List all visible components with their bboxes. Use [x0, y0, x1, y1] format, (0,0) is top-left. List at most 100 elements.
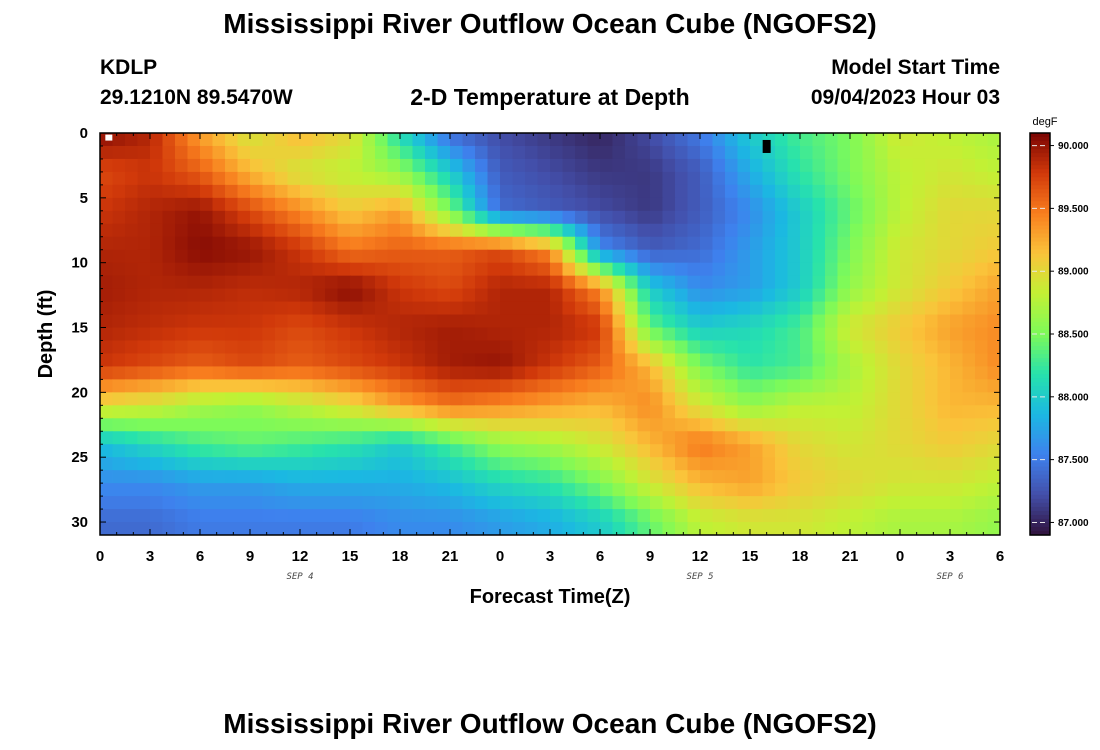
- heatmap-cell: [212, 483, 226, 497]
- colorbar-tick-label: 87.500: [1058, 455, 1089, 466]
- colorbar-segment: [1030, 197, 1050, 202]
- heatmap-cell: [775, 483, 789, 497]
- heatmap-cell: [887, 301, 901, 316]
- heatmap-cell: [787, 483, 801, 497]
- heatmap-cell: [587, 184, 601, 199]
- heatmap-cell: [800, 210, 814, 225]
- heatmap-cell: [375, 236, 389, 251]
- heatmap-cell: [487, 249, 501, 264]
- heatmap-cell: [350, 197, 364, 212]
- heatmap-cell: [150, 262, 164, 277]
- heatmap-cell: [787, 275, 801, 290]
- heatmap-cell: [125, 392, 139, 406]
- heatmap-cell: [137, 275, 151, 290]
- heatmap-cell: [100, 158, 114, 173]
- heatmap-cell: [400, 301, 414, 316]
- colorbar-segment: [1030, 382, 1050, 387]
- heatmap-cell: [287, 405, 301, 419]
- colorbar-segment: [1030, 257, 1050, 263]
- x-axis-ticks: 0 3 6 9 12 15 18 21 0 3 6 9 12 15 18 21 0 3 6: [96, 133, 1004, 565]
- heatmap-cell: [537, 431, 551, 445]
- heatmap-cell: [325, 197, 339, 212]
- heatmap-cell: [725, 496, 739, 510]
- heatmap-cell: [625, 249, 639, 264]
- heatmap-cell: [812, 288, 826, 303]
- heatmap-cell: [512, 522, 526, 535]
- heatmap-cell: [275, 496, 289, 510]
- heatmap-cell: [562, 288, 576, 303]
- heatmap-cell: [287, 275, 301, 290]
- heatmap-cell: [637, 340, 651, 355]
- heatmap-cell: [762, 262, 776, 277]
- heatmap-cell: [687, 405, 701, 419]
- heatmap-cell: [250, 327, 264, 342]
- heatmap-cell: [562, 405, 576, 419]
- heatmap-cell: [762, 392, 776, 406]
- heatmap-cell: [125, 145, 139, 160]
- heatmap-cell: [887, 184, 901, 199]
- heatmap-cell: [362, 431, 376, 445]
- heatmap-cell: [375, 145, 389, 160]
- heatmap-cell: [762, 158, 776, 173]
- heatmap-cell: [362, 262, 376, 277]
- heatmap-cell: [425, 418, 439, 432]
- heatmap-cell: [700, 522, 714, 535]
- colorbar-segment: [1030, 145, 1050, 150]
- heatmap-cell: [887, 405, 901, 419]
- heatmap-cell: [387, 262, 401, 277]
- heatmap-cell: [487, 353, 501, 368]
- heatmap-cell: [875, 133, 889, 147]
- heatmap-cell: [737, 223, 751, 238]
- heatmap-cell: [562, 249, 576, 264]
- heatmap-cell: [362, 470, 376, 484]
- heatmap-cell: [175, 366, 189, 380]
- heatmap-cell: [162, 340, 176, 355]
- heatmap-cell: [937, 405, 951, 419]
- heatmap-cell: [962, 405, 976, 419]
- heatmap-cell: [737, 418, 751, 432]
- heatmap-cell: [100, 392, 114, 406]
- heatmap-cell: [925, 366, 939, 380]
- heatmap-cell: [475, 340, 489, 355]
- heatmap-cell: [687, 340, 701, 355]
- heatmap-cell: [900, 470, 914, 484]
- heatmap-cell: [962, 223, 976, 238]
- heatmap-cell: [112, 301, 126, 316]
- heatmap-cell: [575, 379, 589, 393]
- heatmap-cell: [875, 327, 889, 342]
- heatmap-cell: [737, 145, 751, 160]
- heatmap-cell: [825, 366, 839, 380]
- heatmap-cell: [162, 249, 176, 264]
- heatmap-cell: [612, 470, 626, 484]
- heatmap-cell: [712, 405, 726, 419]
- heatmap-cell: [162, 262, 176, 277]
- heatmap-cell: [637, 197, 651, 212]
- heatmap-cell: [300, 236, 314, 251]
- heatmap-cell: [512, 210, 526, 225]
- heatmap-cell: [500, 431, 514, 445]
- heatmap-cell: [475, 210, 489, 225]
- heatmap-cell: [812, 171, 826, 186]
- heatmap-cell: [212, 405, 226, 419]
- heatmap-cell: [175, 379, 189, 393]
- heatmap-cell: [475, 249, 489, 264]
- heatmap-cell: [200, 483, 214, 497]
- heatmap-cell: [612, 327, 626, 342]
- heatmap-cell: [100, 470, 114, 484]
- heatmap-cell: [700, 275, 714, 290]
- colorbar-segment: [1030, 370, 1050, 375]
- heatmap-cell: [200, 145, 214, 160]
- heatmap-cell: [125, 249, 139, 264]
- heatmap-cell: [650, 171, 664, 186]
- heatmap-cell: [450, 158, 464, 173]
- heatmap-cell: [737, 483, 751, 497]
- heatmap-cell: [687, 288, 701, 303]
- heatmap-cell: [150, 353, 164, 368]
- heatmap-cell: [912, 301, 926, 316]
- heatmap-cell: [537, 340, 551, 355]
- heatmap-cell: [300, 431, 314, 445]
- heatmap-cell: [262, 470, 276, 484]
- heatmap-cell: [775, 249, 789, 264]
- heatmap-cell: [562, 262, 576, 277]
- heatmap-cell: [500, 210, 514, 225]
